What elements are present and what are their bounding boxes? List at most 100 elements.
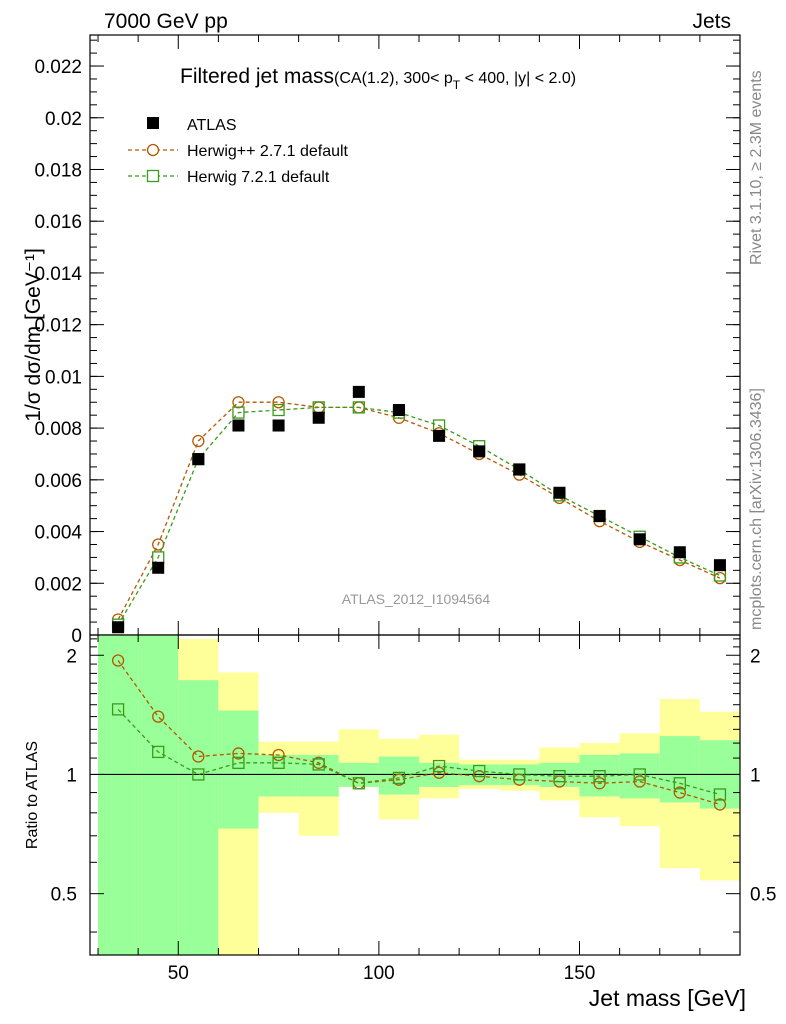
analysis-watermark: ATLAS_2012_I1094564 [342,591,491,607]
ratio-y-tick-label-right: 2 [750,646,761,667]
ratio-point-herwig7 [553,770,566,783]
ratio-series-group [111,654,727,811]
ratio-series-line [117,708,721,796]
ratio-point-herwig7 [352,777,365,790]
ratio-series-line [117,660,721,806]
main-point-atlas [392,404,405,416]
legend-marker-herwig7 [146,169,160,183]
ratio-plot-frame [89,634,741,956]
ratio-point-herwigpp [673,786,686,799]
main-axis-ticks [90,35,741,636]
ratio-point-herwigpp [192,750,205,763]
legend-label-atlas: ATLAS [187,117,237,134]
ratio-point-herwig7 [513,768,526,781]
chart-title-suffix: (CA(1.2), 300< p [334,70,453,87]
main-series-filled-square [112,385,726,634]
ratio-point-herwigpp [111,654,125,667]
main-point-atlas [713,559,726,572]
ratio-uncertainty-bands [90,635,740,955]
header-left: 7000 GeV pp [104,10,228,33]
ratio-stat-uncertainty-band [659,736,700,803]
main-y-tick-label: 0.02 [45,109,82,130]
ratio-point-herwigpp [152,710,165,723]
main-series-line [117,406,721,626]
ratio-point-herwig7 [633,768,646,781]
main-point-atlas [352,385,365,398]
mcplots-text: mcplots.cern.ch [arXiv:1306.3436] [748,388,765,630]
main-point-atlas [312,411,325,424]
main-y-tick-label: 0.006 [34,471,82,492]
main-point-atlas [232,419,245,432]
ratio-point-herwigpp [713,798,727,811]
ratio-y-tick-label-left: 2 [66,646,77,667]
ratio-x-tick-labels: 50 100 150 [168,963,596,984]
ratio-point-herwigpp [272,748,285,762]
main-y-tick-label: 0.008 [34,419,82,440]
main-y-tick-label: 0.004 [34,523,82,544]
ratio-point-herwig7 [192,768,205,781]
ratio-point-herwig7 [593,770,606,783]
ratio-point-herwig7 [713,788,727,801]
x-tick-label: 50 [168,963,189,984]
main-point-atlas [593,510,606,523]
ratio-point-herwigpp [432,766,446,779]
main-y-tick-label: 0.01 [45,367,82,388]
main-y-tick-label: 0.014 [34,264,82,285]
ratio-y-tick-label-right: 1 [750,765,761,786]
main-y-axis-label: 1/σ dσ/dm [GeV⁻¹] [22,248,45,422]
legend-label-herwigpp: Herwig++ 2.7.1 default [187,143,349,160]
main-point-herwig7 [352,401,365,414]
main-point-herwigpp [192,434,205,448]
main-series-line [117,401,721,620]
chart-title-main: Filtered jet mass [180,65,334,88]
main-point-atlas [633,533,646,546]
legend-marker-herwigpp [146,143,160,157]
chart-title: Filtered jet mass(CA(1.2), 300< pT < 400… [180,65,576,92]
ratio-stat-uncertainty-band [218,710,259,829]
header-right: Jets [692,10,731,33]
main-plot-panel: ATLAS_2012_I1094564 0 0.002 0.004 0.006 0.00… [22,34,741,647]
ratio-point-herwigpp [232,747,245,760]
main-y-tick-labels: 0 0.002 0.004 0.006 0.008 0.01 0.012 0.014 0.016… [34,57,82,647]
ratio-point-herwig7 [232,756,245,769]
ratio-y-axis-label: Ratio to ATLAS [24,741,41,849]
legend: ATLAS Herwig++ 2.7.1 default Herwig 7.2.… [128,117,349,186]
ratio-stat-uncertainty-band [258,754,299,797]
ratio-point-herwig7 [111,703,125,716]
main-point-atlas [152,561,165,574]
legend-label-herwig7: Herwig 7.2.1 default [187,169,330,186]
ratio-point-herwigpp [593,777,606,790]
ratio-stat-uncertainty-band [138,635,179,955]
main-point-atlas [473,445,486,458]
chart-title-tail: < 400, |y| < 2.0) [460,70,576,87]
main-point-herwig7 [232,406,245,419]
ratio-point-herwig7 [152,745,165,759]
ratio-stat-uncertainty-band [98,635,139,955]
ratio-y-tick-label-left: 0.5 [51,885,77,906]
x-axis-label: Jet mass [GeV] [589,985,746,1011]
main-series-group [111,385,727,634]
ratio-y-tick-label-left: 1 [66,765,77,786]
main-y-tick-label: 0.018 [34,160,82,181]
main-point-atlas [433,429,446,442]
ratio-series-open-square [111,703,727,801]
legend-marker-atlas [147,117,159,129]
ratio-point-herwig7 [673,777,686,790]
ratio-stat-uncertainty-band [298,754,339,797]
main-y-tick-label: 0.012 [34,316,82,337]
main-point-atlas [673,546,686,559]
main-y-tick-label: 0.016 [34,212,82,233]
main-point-herwigpp [272,396,285,409]
main-y-tick-label: 0 [71,626,82,647]
x-tick-label: 150 [564,963,596,984]
main-y-tick-label: 0.022 [34,57,82,78]
ratio-y-tick-label-right: 0.5 [750,885,776,906]
ratio-plot-panel: 0.5 0.5 1 1 2 2 50 100 150 Ratio to ATLAS Jet m… [24,634,777,1011]
main-point-herwigpp [232,396,245,409]
main-point-atlas [553,486,566,499]
ratio-axis-ticks [90,635,741,955]
main-point-atlas [112,621,125,634]
main-point-atlas [513,463,526,476]
ratio-y-tick-labels: 0.5 0.5 1 1 2 2 [51,646,777,905]
ratio-point-herwig7 [392,771,406,785]
